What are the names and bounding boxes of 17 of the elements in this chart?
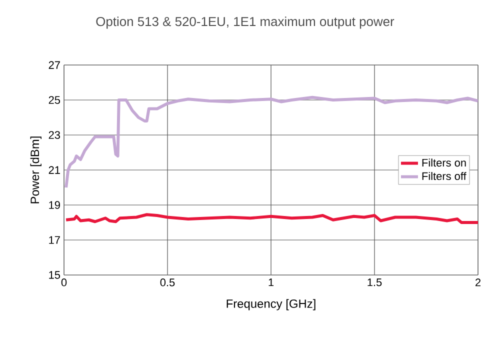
x-tick-label: 1.5 (368, 278, 382, 286)
y-tick-label: 17 (49, 236, 60, 244)
x-tick-label: 0 (61, 278, 67, 286)
y-tick-label: 21 (48, 166, 60, 174)
x-tick-label: 1 (268, 278, 274, 286)
y-axis-title: Power [dBm] (30, 136, 42, 204)
y-tick-label: 19 (49, 201, 60, 209)
y-tick-label: 23 (48, 131, 60, 139)
chart-title: Option 513 & 520-1EU, 1E1 maximum output power (96, 16, 394, 29)
legend-label: Filters off (422, 172, 466, 180)
y-tick-label: 15 (49, 271, 60, 279)
y-tick-label: 27 (48, 61, 60, 69)
legend-label: Filters on (422, 158, 466, 167)
x-tick-label: 0.5 (160, 278, 175, 286)
y-tick-label: 25 (48, 96, 60, 104)
x-tick-label: 2 (476, 278, 481, 286)
x-axis-title: Frequency [GHz] (226, 299, 316, 310)
